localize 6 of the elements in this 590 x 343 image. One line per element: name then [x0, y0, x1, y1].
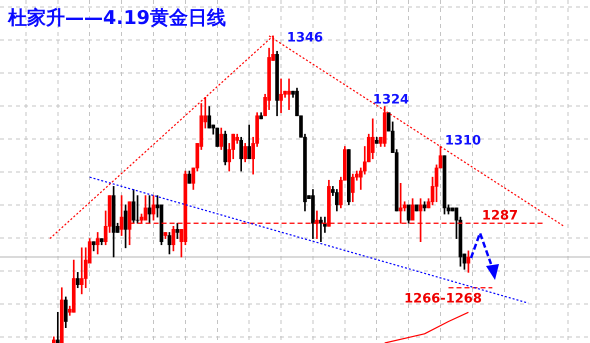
- chart-title: 杜家升——4.19黄金日线: [8, 6, 226, 31]
- annotation: 1346: [286, 30, 324, 46]
- annotation: 1324: [372, 92, 410, 108]
- annotation: 1266-1268: [404, 291, 482, 306]
- annotation: 1310: [444, 133, 482, 148]
- annotation: 1287: [482, 208, 518, 224]
